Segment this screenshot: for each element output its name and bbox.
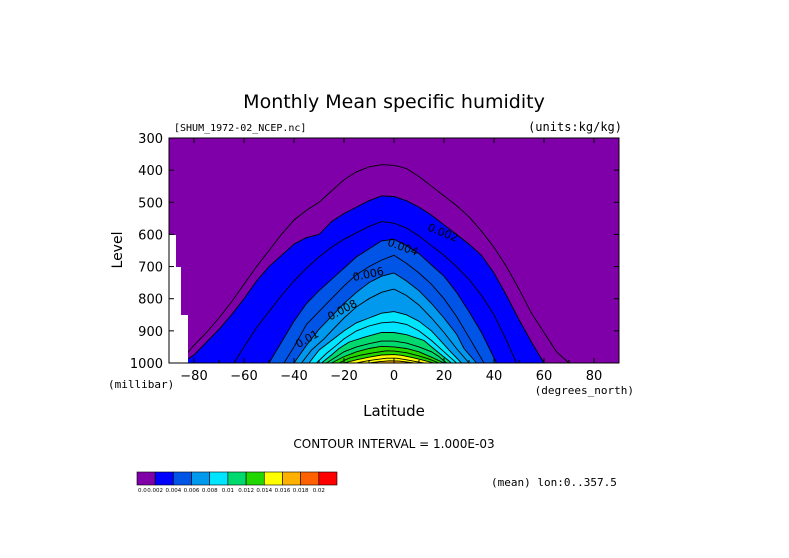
contour-line [233, 221, 517, 364]
colorbar-swatch [227, 471, 247, 486]
y-tick-label: 900 [138, 325, 163, 340]
contour-interval-text: CONTOUR INTERVAL = 1.000E-03 [293, 437, 494, 451]
contour-label: 0.006 [352, 265, 386, 284]
x-tick-label: 20 [436, 369, 453, 384]
contour-line [283, 254, 485, 364]
colorbar-label: 0.014 [256, 488, 272, 494]
source-filename-label: [SHUM_1972-02_NCEP.nc] [174, 123, 306, 134]
contour-fills [169, 138, 619, 363]
x-tick-label: 80 [586, 369, 603, 384]
colorbar-label: 0.0 [138, 488, 147, 494]
colorbar-swatch [209, 471, 229, 486]
x-axis-units: (degrees_north) [535, 384, 634, 397]
colorbar-swatch [191, 471, 211, 486]
y-tick-label: 700 [138, 261, 163, 276]
x-axis-ticks: −80 −60 −40 −20 0 20 40 60 80 [168, 138, 620, 384]
colorbar-label: 0.016 [275, 488, 291, 494]
contour-line [293, 272, 477, 364]
y-axis-units: (millibar) [108, 378, 174, 391]
y-axis-ticks: 300 400 500 600 700 800 900 1000 [130, 132, 619, 372]
band-8 [369, 360, 414, 363]
colorbar-swatch [136, 471, 156, 486]
colorbar-swatch [245, 471, 265, 486]
chart-title: Monthly Mean specific humidity [243, 91, 545, 113]
x-tick-label: −20 [330, 369, 357, 384]
contour-line [268, 238, 497, 364]
colorbar-label: 0.004 [165, 488, 181, 494]
x-tick-label: −40 [280, 369, 307, 384]
y-tick-label: 500 [138, 196, 163, 211]
colorbar-label: 0.018 [293, 488, 309, 494]
colorbar-swatch [300, 471, 320, 486]
x-tick-label: −60 [230, 369, 257, 384]
y-tick-label: 1000 [130, 357, 163, 372]
y-tick-label: 800 [138, 293, 163, 308]
x-tick-label: 0 [390, 369, 398, 384]
contour-line [301, 288, 470, 364]
colorbar-label: 0.008 [202, 488, 218, 494]
contour-line [331, 345, 445, 364]
y-tick-label: 600 [138, 228, 163, 243]
contour-line [326, 340, 447, 364]
colorbar-label: 0.01 [222, 488, 234, 494]
contour-lines [173, 164, 570, 364]
y-tick-label: 300 [138, 132, 163, 147]
colorbar-swatch [154, 471, 174, 486]
colorbar-label: 0.012 [238, 488, 254, 494]
colorbar-label: 0.02 [313, 488, 325, 494]
colorbar-swatch [282, 471, 301, 486]
x-tick-label: 60 [536, 369, 553, 384]
contour-line [181, 195, 545, 364]
colorbar: 0.0 0.002 0.004 0.006 0.008 0.01 0.012 0.014 0.0… [136, 471, 338, 494]
x-axis-label: Latitude [363, 402, 425, 420]
contour-line [173, 164, 570, 364]
contour-line [343, 354, 435, 364]
y-tick-label: 400 [138, 164, 163, 179]
contour-line [308, 311, 462, 364]
contour-line [321, 332, 452, 364]
contour-line [356, 357, 425, 364]
contour-line [316, 321, 457, 364]
colorbar-label: 0.002 [147, 488, 163, 494]
colorbar-label: 0.006 [184, 488, 200, 494]
contour-line [338, 350, 440, 364]
y-axis-label: Level [110, 232, 126, 269]
colorbar-swatch [263, 471, 283, 486]
units-label: (units:kg/kg) [528, 120, 622, 134]
colorbar-swatch [318, 471, 338, 486]
x-tick-label: −80 [180, 369, 207, 384]
colorbar-swatch [173, 471, 192, 486]
x-tick-label: 40 [486, 369, 503, 384]
mean-longitude-text: (mean) lon:0..357.5 [491, 476, 617, 489]
